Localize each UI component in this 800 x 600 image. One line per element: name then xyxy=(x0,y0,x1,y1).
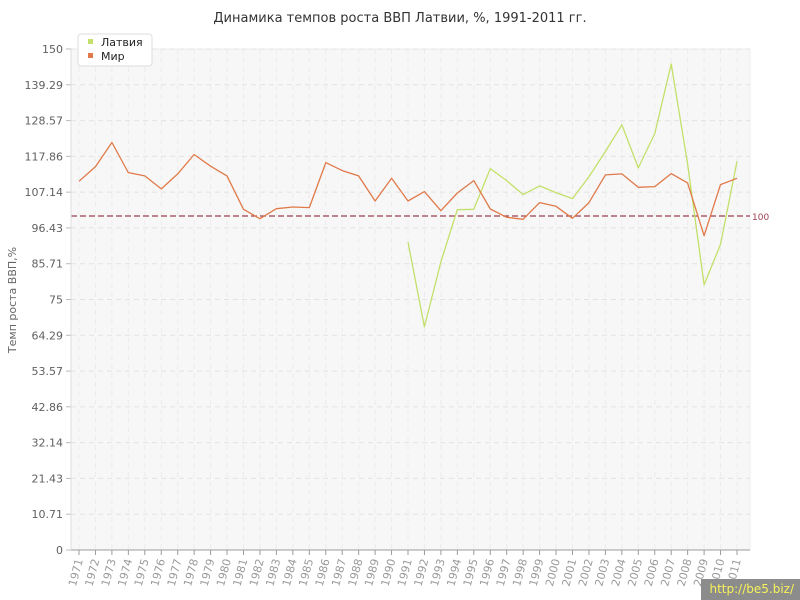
watermark-link[interactable]: http://be5.biz/ xyxy=(701,579,800,600)
grid-lines xyxy=(66,48,750,555)
y-tick-label: 139.29 xyxy=(25,79,64,92)
y-axis-title: Темп роста ВВП,% xyxy=(6,247,19,354)
reference-line-group: 100 xyxy=(71,213,769,223)
y-tick-label: 96.43 xyxy=(32,222,64,235)
y-tick-label: 85.71 xyxy=(32,258,64,271)
y-tick-labels: 0 10.71 21.43 32.14 42.86 53.57 64.29 75 85.71 96… xyxy=(25,43,64,557)
reference-line-label: 100 xyxy=(752,213,769,223)
series-line-world[interactable] xyxy=(78,141,738,237)
y-tick-label: 117.86 xyxy=(25,150,64,163)
legend-label-latvia[interactable]: Латвия xyxy=(101,36,143,49)
series-lines xyxy=(78,63,738,328)
y-tick-label: 64.29 xyxy=(32,329,64,342)
y-tick-label: 75 xyxy=(49,294,63,307)
y-tick-label: 42.86 xyxy=(32,401,64,414)
axes xyxy=(70,49,750,551)
legend-swatch-latvia xyxy=(88,39,93,44)
legend-label-world[interactable]: Мир xyxy=(101,50,125,63)
y-tick-label: 32.14 xyxy=(32,437,64,450)
x-tick-labels: 1971197219731974197519761977197819791980… xyxy=(66,557,744,587)
chart-title: Динамика темпов роста ВВП Латвии, %, 199… xyxy=(213,11,587,26)
legend-swatch-world xyxy=(88,53,93,58)
y-tick-label: 128.57 xyxy=(25,115,64,128)
y-tick-label: 0 xyxy=(56,544,63,557)
y-tick-label: 21.43 xyxy=(32,472,64,485)
y-tick-label: 53.57 xyxy=(32,365,64,378)
y-tick-label: 107.14 xyxy=(25,186,64,199)
y-tick-label: 150 xyxy=(42,43,63,56)
legend-box xyxy=(77,33,153,67)
y-tick-label: 10.71 xyxy=(32,508,64,521)
series-line-latvia[interactable] xyxy=(407,63,738,328)
legend[interactable]: Латвия Мир xyxy=(77,33,153,67)
